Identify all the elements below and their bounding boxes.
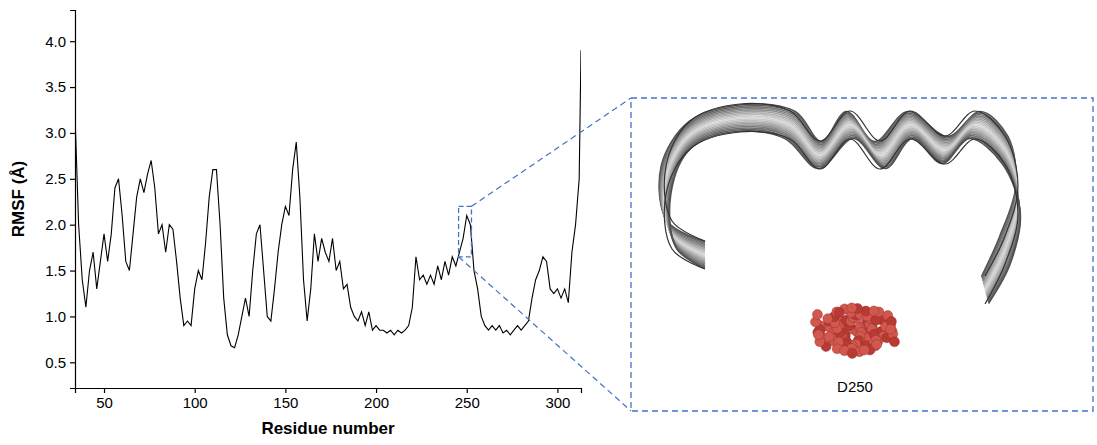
backbone-edge [664, 131, 1018, 304]
backbone-strand [668, 128, 1020, 301]
y-tick-label: 2.0 [45, 216, 66, 233]
atom [869, 306, 879, 316]
y-tick-mark [70, 225, 75, 226]
zoom-panel [631, 98, 1093, 411]
y-tick-mark [70, 362, 75, 363]
backbone-strand [667, 125, 1019, 298]
y-tick: 2.5 [45, 170, 75, 187]
y-tick-mark [70, 179, 75, 180]
x-tick-label: 200 [364, 394, 389, 411]
atom [847, 303, 857, 313]
atom [813, 330, 823, 340]
x-axis: 50 100 150 200 250 300 [76, 388, 582, 411]
y-tick-label: 4.0 [45, 32, 66, 49]
backbone-strand [668, 126, 1020, 299]
y-tick: 1.5 [45, 262, 75, 279]
x-tick-mark [467, 388, 468, 393]
x-tick-mark [285, 388, 286, 393]
x-tick-label: 50 [96, 394, 113, 411]
backbone-strand [667, 123, 1019, 296]
y-tick: 0.5 [45, 354, 75, 371]
y-tick-mark [70, 316, 75, 317]
atom [847, 348, 857, 358]
y-axis-title: RMSF (Å) [9, 161, 28, 237]
zoom-connector [471, 98, 631, 206]
x-axis-line [76, 389, 582, 394]
y-tick-label: 3.0 [45, 124, 66, 141]
y-tick: 3.0 [45, 124, 75, 141]
y-tick: 1.0 [45, 308, 75, 325]
x-tick: 50 [96, 388, 113, 411]
x-tick: 200 [364, 388, 389, 411]
atom [886, 324, 896, 334]
atom [859, 345, 869, 355]
x-tick-mark [557, 388, 558, 393]
backbone-strand [670, 131, 1021, 304]
y-tick-label: 0.5 [45, 354, 66, 371]
atom [872, 340, 882, 350]
x-tick: 300 [545, 388, 570, 411]
x-tick-mark [195, 388, 196, 393]
atom [823, 314, 833, 324]
x-tick-mark [104, 388, 105, 393]
x-tick-label: 150 [273, 394, 298, 411]
y-tick-label: 3.5 [45, 78, 66, 95]
y-tick: 2.0 [45, 216, 75, 233]
highlight-box [459, 206, 472, 256]
x-tick-label: 250 [455, 394, 480, 411]
backbone-strand [669, 129, 1020, 302]
x-axis-title: Residue number [261, 419, 395, 438]
x-tick: 250 [455, 388, 480, 411]
y-axis: 0.5 1.0 1.5 2.0 2.5 3.0 3.5 4.0 [45, 11, 75, 389]
backbone-strand [666, 122, 1019, 295]
y-tick-label: 2.5 [45, 170, 66, 187]
atom [834, 307, 844, 317]
y-tick-mark [70, 87, 75, 88]
y-tick-mark [70, 133, 75, 134]
atom [812, 310, 822, 320]
y-tick: 4.0 [45, 32, 75, 49]
y-tick-label: 1.5 [45, 262, 66, 279]
zoom-connector [459, 257, 631, 411]
plot-area [75, 50, 581, 347]
atom [824, 332, 834, 342]
x-tick-label: 100 [183, 394, 208, 411]
rmsf-line [75, 50, 581, 347]
x-tick: 150 [273, 388, 298, 411]
y-tick-mark [70, 41, 75, 42]
x-tick-label: 300 [545, 394, 570, 411]
residue-atoms [811, 303, 900, 358]
zoom-frame [631, 98, 1093, 411]
x-tick: 100 [183, 388, 208, 411]
protein-backbone [659, 103, 1020, 304]
atom [889, 337, 899, 347]
y-tick: 3.5 [45, 78, 75, 95]
y-axis-line [70, 11, 76, 389]
y-tick-label: 1.0 [45, 308, 66, 325]
residue-label: D250 [837, 378, 873, 395]
y-tick-mark [70, 270, 75, 271]
backbone-edge [664, 103, 1018, 276]
chart: 50 100 150 200 250 300 0.5 1.0 1.5 2.0 2.5 3.0 3.5 4.… [0, 0, 1097, 445]
x-tick-mark [376, 388, 377, 393]
